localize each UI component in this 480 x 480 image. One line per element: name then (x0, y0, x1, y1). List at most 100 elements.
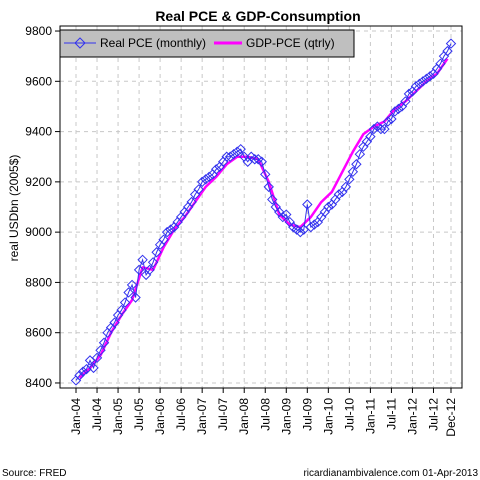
pce-point (144, 264, 155, 276)
pce-point (235, 143, 246, 155)
pce-point (74, 370, 85, 381)
pce-point (98, 337, 110, 348)
x-tick-label: Jan-06 (153, 398, 167, 435)
pce-point (403, 88, 415, 100)
x-tick-label: Jan-04 (69, 398, 83, 435)
x-tick-label: Jul-11 (384, 398, 398, 430)
y-tick-label: 9800 (25, 24, 52, 38)
y-tick-label: 9200 (25, 175, 52, 189)
legend-pce-marker (74, 37, 86, 49)
y-axis: 8400 8600 8800 9000 9200 9400 9600 9800 (25, 24, 60, 390)
x-tick-label: Jul-12 (426, 398, 440, 431)
pce-point (161, 226, 173, 238)
pce-point (323, 201, 334, 213)
x-tick-label: Jan-05 (111, 398, 125, 435)
x-tick-label: Jan-07 (195, 398, 209, 435)
pce-point (445, 38, 457, 49)
pce-point (260, 169, 271, 180)
pce-point (147, 257, 159, 268)
pce-point (133, 264, 145, 276)
pce-point (200, 174, 211, 185)
y-tick-label: 9600 (25, 74, 52, 88)
x-tick-label: Jul-04 (90, 398, 104, 431)
x-tick-label: Jul-10 (342, 398, 356, 431)
pce-point (281, 209, 292, 220)
pce-point (249, 154, 260, 165)
pce-point (196, 176, 208, 188)
y-tick-label: 8800 (25, 275, 52, 289)
x-tick-label: Jul-09 (300, 398, 314, 431)
pce-point (365, 131, 376, 142)
grid (60, 26, 462, 388)
y-tick-label: 9400 (25, 125, 52, 139)
pce-point (158, 234, 169, 245)
pce-point (203, 171, 215, 183)
pce-point (88, 362, 99, 374)
pce-point (126, 279, 138, 291)
pce-point (400, 96, 411, 107)
pce-point (340, 181, 352, 193)
pce-point (389, 106, 401, 117)
x-tick-label: Jan-11 (363, 398, 377, 434)
pce-point (228, 149, 239, 160)
pce-point (442, 45, 453, 57)
pce-point (193, 184, 204, 195)
pce-point (295, 226, 306, 238)
legend-gdp-label: GDP-PCE (qtrly) (246, 36, 335, 50)
x-axis: Jan-04 Jul-04 Jan-05 Jul-05 Jan-06 Jul-06 Jan-… (69, 388, 458, 437)
pce-point (232, 146, 243, 157)
legend-pce-label: Real PCE (monthly) (100, 36, 206, 50)
pce-point (137, 254, 148, 265)
pce-point (333, 189, 345, 200)
y-tick-label: 8400 (25, 376, 52, 390)
pce-point (351, 159, 362, 170)
source-note: Source: FRED (2, 468, 66, 479)
pce-point (95, 345, 106, 356)
pce-point (305, 221, 317, 233)
legend-box (59, 29, 355, 58)
x-tick-label: Dec-12 (444, 398, 458, 437)
pce-point (344, 174, 355, 185)
pce-point (77, 366, 89, 377)
pce-point (382, 116, 394, 127)
legend: Real PCE (monthly) GDP-PCE (qtrly) (59, 29, 355, 58)
series-line-gdp-pce (78, 57, 449, 379)
y-tick-label: 8600 (25, 326, 52, 340)
pce-point (109, 317, 120, 328)
pce-point (263, 181, 274, 193)
pce-point (421, 73, 432, 84)
pce-point (91, 352, 103, 364)
x-tick-label: Jan-12 (405, 398, 419, 435)
pce-point (354, 149, 366, 160)
pce-point (375, 123, 387, 135)
pce-point (417, 76, 429, 87)
pce-point (165, 224, 176, 235)
pce-point (151, 247, 162, 258)
pce-point (368, 123, 380, 135)
pce-point (386, 113, 397, 125)
y-tick-label: 9000 (25, 225, 52, 239)
plot-frame (59, 25, 463, 389)
pce-point (410, 81, 422, 92)
pce-point (347, 166, 359, 178)
pce-point (130, 292, 141, 303)
pce-point (379, 123, 390, 135)
pce-point (277, 211, 288, 223)
x-tick-label: Jan-08 (237, 398, 251, 435)
pce-point (123, 287, 134, 298)
pce-point (116, 304, 127, 316)
pce-point (256, 156, 267, 167)
x-tick-label: Jul-06 (174, 398, 188, 431)
pce-point (393, 103, 404, 115)
series-layer (70, 38, 457, 386)
pce-point (224, 151, 236, 162)
pce-point (267, 194, 278, 205)
x-tick-label: Jul-08 (258, 398, 272, 431)
pce-point (414, 78, 425, 90)
chart-title: Real PCE & GDP-Consumption (155, 8, 360, 24)
y-axis-label: real USDbn (2005$) (7, 155, 21, 262)
credit-note: ricardianambivalence.com 01-Apr-2013 (303, 468, 478, 479)
x-tick-label: Jan-09 (279, 398, 293, 435)
series-line-pce (75, 43, 452, 381)
